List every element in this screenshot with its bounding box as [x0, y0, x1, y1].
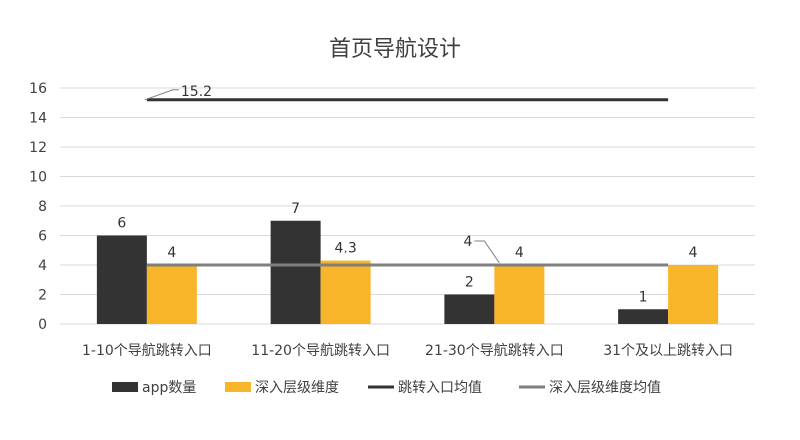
legend-label: 深入层级维度: [255, 380, 339, 396]
bar-depth-1: [320, 260, 371, 324]
bar-depth-2: [494, 265, 545, 324]
legend-label: 深入层级维度均值: [549, 380, 661, 396]
data-label: 7: [291, 201, 300, 217]
y-tick-label: 12: [29, 140, 47, 156]
x-category-label: 1-10个导航跳转入口: [82, 343, 212, 359]
data-label: 4.3: [334, 241, 356, 257]
data-label: 6: [117, 216, 126, 232]
leader-line: [144, 89, 179, 101]
x-axis-categories: 1-10个导航跳转入口 11-20个导航跳转入口 21-30个导航跳转入口 31个及以…: [82, 343, 733, 359]
x-category-label: 31个及以上跳转入口: [603, 343, 733, 359]
legend-item-0[interactable]: app数量: [112, 380, 196, 396]
legend-item-2[interactable]: 跳转入口均值: [368, 380, 482, 396]
data-label: 1: [639, 289, 648, 305]
y-axis-ticks: 0 2 4 6 8 10 12 14 16: [29, 81, 47, 333]
legend[interactable]: app数量 深入层级维度 跳转入口均值 深入层级维度均值: [112, 380, 661, 396]
legend-item-3[interactable]: 深入层级维度均值: [519, 380, 661, 396]
x-category-label: 21-30个导航跳转入口: [425, 343, 564, 359]
chart-title: 首页导航设计: [329, 37, 461, 62]
data-label: 2: [465, 275, 474, 291]
bar-app-count-2: [444, 294, 495, 324]
bar-depth-3: [668, 265, 719, 324]
y-tick-label: 16: [29, 81, 47, 97]
legend-label: 跳转入口均值: [398, 380, 482, 396]
data-label: 4: [515, 245, 524, 261]
y-tick-label: 0: [38, 317, 47, 333]
y-tick-label: 4: [38, 258, 47, 274]
legend-item-1[interactable]: 深入层级维度: [225, 380, 339, 396]
y-tick-label: 6: [38, 229, 47, 245]
y-tick-label: 2: [38, 288, 47, 304]
mean-lines: [146, 98, 669, 267]
data-labels: 6 4 7 4.3 2 4 1 4 15.2 4: [117, 84, 697, 305]
legend-label: app数量: [142, 380, 196, 396]
y-tick-label: 10: [29, 170, 47, 186]
bar-depth-0: [146, 265, 197, 324]
data-label-entry-mean: 15.2: [181, 84, 212, 100]
x-category-label: 11-20个导航跳转入口: [251, 343, 390, 359]
bar-app-count-1: [270, 220, 321, 324]
legend-swatch: [112, 382, 138, 392]
data-label: 4: [689, 245, 698, 261]
legend-swatch: [225, 382, 251, 392]
bar-app-count-0: [96, 235, 147, 324]
bar-app-count-3: [618, 309, 669, 324]
leader-line: [474, 240, 500, 264]
y-tick-label: 8: [38, 199, 47, 215]
bars: [96, 220, 719, 324]
data-label-depth-mean: 4: [463, 234, 472, 250]
y-tick-label: 14: [29, 111, 47, 127]
data-label: 4: [167, 245, 176, 261]
